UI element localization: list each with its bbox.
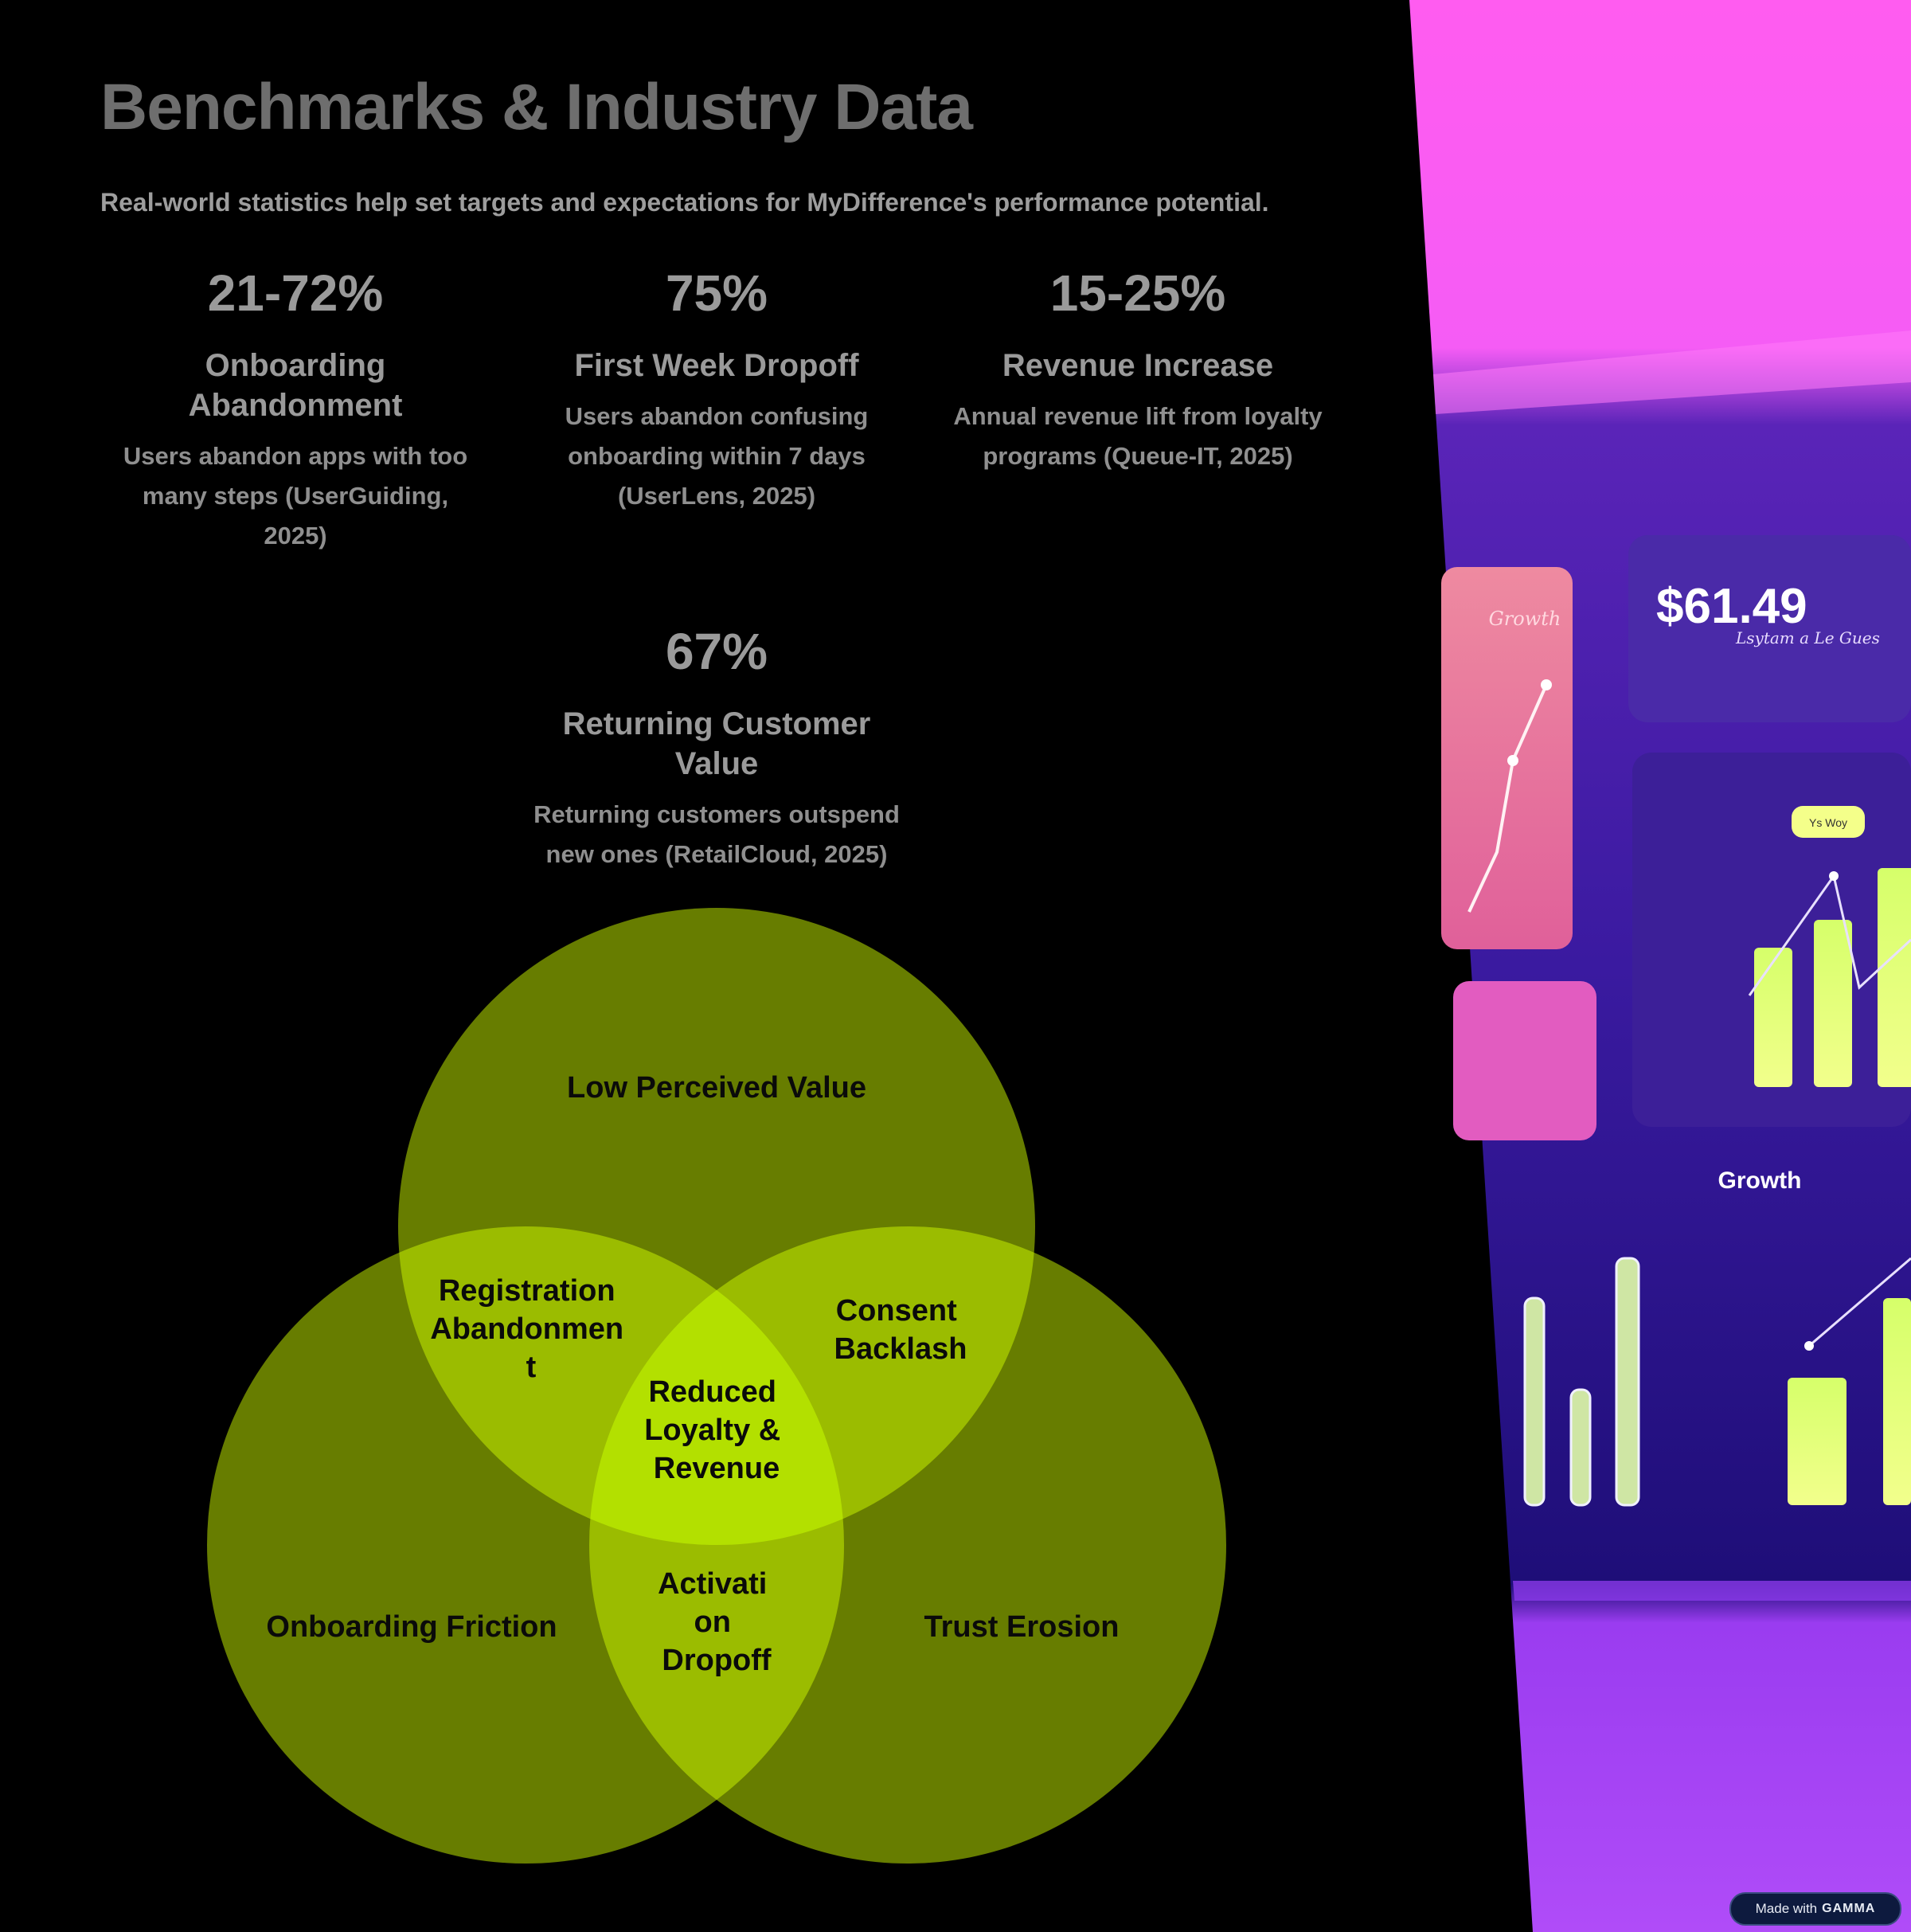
page-subtitle: Real-world statistics help set targets a… (100, 188, 1269, 217)
secondary-card (1453, 981, 1596, 1140)
slide-content: Benchmarks & Industry Data Real-world st… (100, 71, 1329, 1864)
venn-label-registration-abandonment: Registration Abandonmen t (430, 1274, 631, 1384)
badge-prefix: Made with (1755, 1901, 1818, 1916)
venn-diagram: Low Perceived Value Onboarding Friction … (207, 908, 1226, 1864)
growth-card (1441, 567, 1573, 949)
growth-card-title: Growth (1489, 608, 1561, 630)
stat-description: Users abandon confusing onboarding within… (565, 402, 869, 510)
price-card (1628, 535, 1911, 722)
panel-top-band (1433, 330, 1911, 414)
lower-bar (1569, 1388, 1592, 1507)
dashboard-illustration: Growth $61.49 Lsytam a Le Gues Ys Woy Gr… (1409, 0, 1911, 1932)
stat-description: Users abandon apps with too many steps (U… (123, 442, 468, 549)
venn-label-activation-dropoff: Activati on Dropoff (658, 1567, 776, 1677)
lower-trend-point (1804, 1341, 1814, 1351)
page-title: Benchmarks & Industry Data (100, 71, 973, 143)
stat-value: 21-72% (207, 264, 384, 322)
stat-value: 15-25% (1049, 264, 1226, 322)
stat-revenue-increase: 15-25% Revenue Increase Annual revenue l… (947, 268, 1329, 476)
venn-label-center: Reduced Loyalty & Revenue (644, 1375, 789, 1485)
lower-bar (1788, 1378, 1847, 1505)
chart-bar (1754, 948, 1792, 1087)
chart-trend-point (1829, 871, 1839, 881)
gamma-logo: GAMMA (1822, 1902, 1876, 1915)
stat-label: First Week Dropoff (574, 348, 859, 383)
lower-bar (1615, 1257, 1640, 1507)
stat-label: Onboarding Abandonment (188, 348, 403, 423)
venn-label-onboarding-friction: Onboarding Friction (266, 1610, 557, 1644)
growth-section-title: Growth (1718, 1167, 1802, 1194)
lower-bar (1883, 1298, 1911, 1505)
price-caption: Lsytam a Le Gues (1735, 628, 1880, 647)
made-with-gamma-badge[interactable]: Made with GAMMA (1729, 1892, 1901, 1926)
stat-label: Revenue Increase (1002, 348, 1274, 383)
lower-bar (1523, 1296, 1546, 1507)
venn-label-low-perceived-value: Low Perceived Value (567, 1071, 866, 1105)
growth-card-point (1507, 755, 1518, 766)
chart-pill-label: Ys Woy (1809, 816, 1847, 829)
chart-trend-line (1748, 873, 1911, 996)
venn-center-region (589, 1226, 844, 1545)
chart-bar (1814, 920, 1852, 1087)
stat-onboarding-abandonment: 21-72% Onboarding Abandonment Users aband… (104, 268, 487, 556)
price-value: $61.49 (1656, 579, 1807, 634)
stat-returning-customer-value: 67% Returning Customer Value Returning cu… (526, 626, 908, 874)
chart-bar (1878, 868, 1911, 1087)
venn-label-trust-erosion: Trust Erosion (924, 1610, 1120, 1644)
growth-card-line (1467, 684, 1548, 913)
venn-label-consent-backlash: Consent Backlash (834, 1294, 967, 1366)
stat-label: Returning Customer Value (562, 706, 871, 781)
stat-first-week-dropoff: 75% First Week Dropoff Users abandon con… (526, 268, 908, 516)
chart-pill (1792, 806, 1865, 838)
stat-value: 67% (665, 623, 768, 680)
lower-trend-line (1808, 1257, 1911, 1347)
stat-description: Annual revenue lift from loyalty programs… (953, 402, 1323, 470)
stat-description: Returning customers outspend new ones (Re… (533, 800, 900, 868)
growth-card-point (1541, 679, 1552, 690)
panel-bottom-band (1513, 1581, 1911, 1601)
stat-value: 75% (665, 264, 768, 322)
